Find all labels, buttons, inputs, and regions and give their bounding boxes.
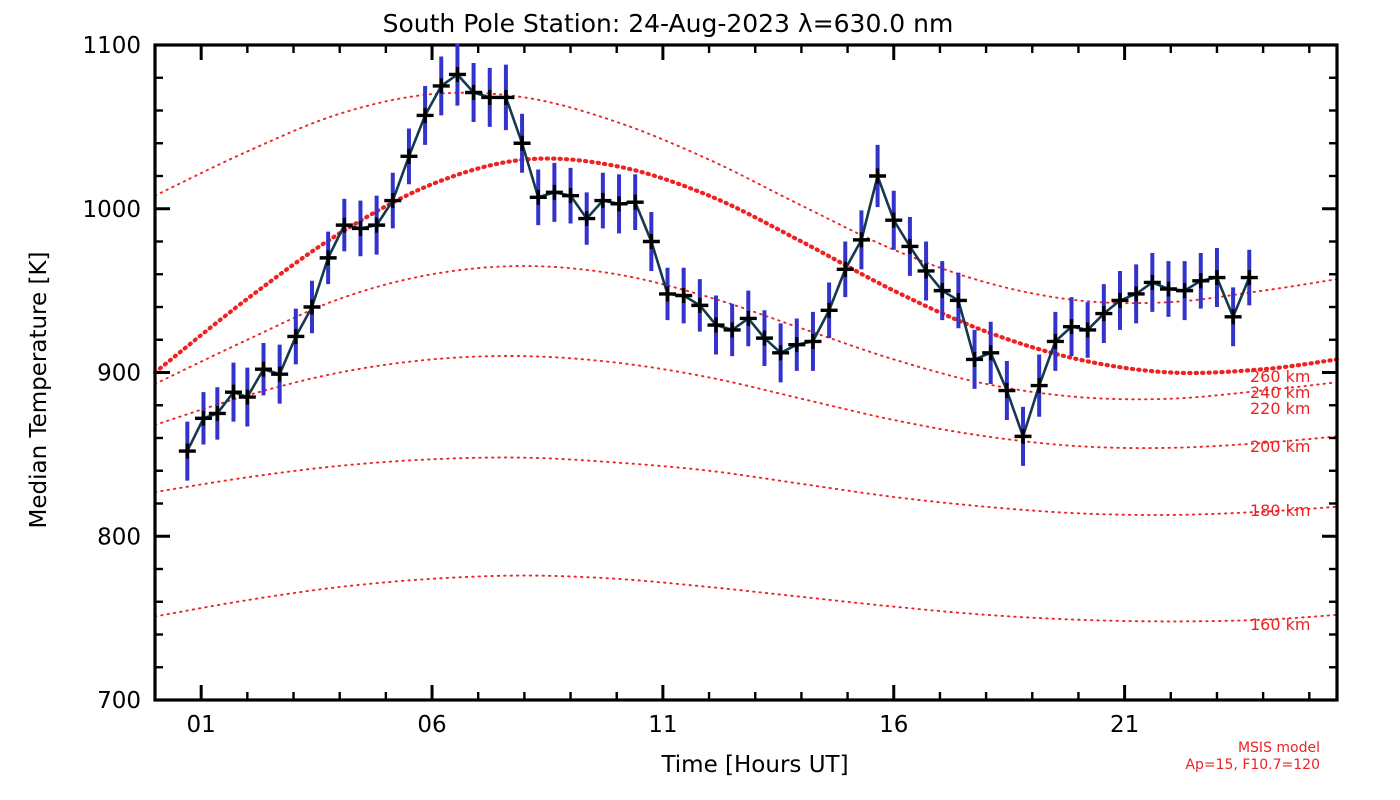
model-curve-220-km <box>154 265 1338 401</box>
altitude-label-220-km: 220 km <box>1250 399 1310 418</box>
y-tick-label: 1000 <box>82 197 141 223</box>
y-axis-label: Median Temperature [K] <box>26 252 52 529</box>
model-params-annotation: Ap=15, F10.7=120 <box>1185 757 1320 773</box>
x-axis-label: Time [Hours UT] <box>660 752 848 778</box>
y-tick-label: 800 <box>97 524 141 550</box>
altitude-label-240-km: 240 km <box>1250 383 1310 402</box>
x-tick-label: 11 <box>648 712 677 738</box>
altitude-label-200-km: 200 km <box>1250 437 1310 456</box>
x-tick-label: 01 <box>187 712 216 738</box>
y-tick-label: 1100 <box>82 33 141 59</box>
model-curve-200-km <box>154 355 1338 450</box>
x-tick-label: 21 <box>1110 712 1139 738</box>
data-point-markers <box>178 66 1258 459</box>
model-name-annotation: MSIS model <box>1238 740 1320 756</box>
observation-series <box>178 43 1258 481</box>
model-curve-260-km <box>154 91 1338 305</box>
x-tick-label: 16 <box>879 712 908 738</box>
model-curve-180-km <box>154 456 1338 516</box>
y-tick-label: 700 <box>97 688 141 714</box>
axis-frame <box>153 43 1339 702</box>
altitude-label-180-km: 180 km <box>1250 501 1310 520</box>
altitude-label-260-km: 260 km <box>1250 367 1310 386</box>
x-tick-label: 06 <box>417 712 446 738</box>
y-tick-label: 900 <box>97 361 141 387</box>
altitude-label-160-km: 160 km <box>1250 615 1310 634</box>
tick-labels: 01 06 11 16 21 700 800 900 1000 1100 <box>82 33 1139 738</box>
page-title: South Pole Station: 24-Aug-2023 λ=630.0 … <box>383 9 954 38</box>
